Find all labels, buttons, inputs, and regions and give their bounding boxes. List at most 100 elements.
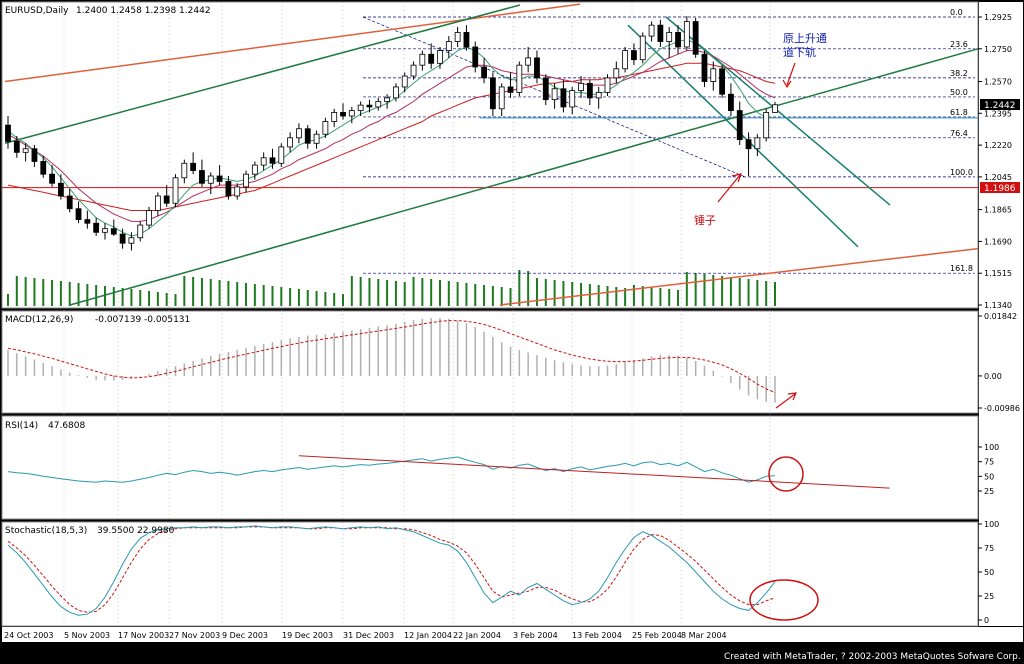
upper-channel-note-line2: 道下轨 — [783, 45, 816, 59]
price-tick: 1.2395 — [984, 109, 1012, 118]
candle-body — [393, 86, 399, 99]
candle-body — [207, 175, 214, 184]
upper-channel-note-line1: 原上升通 — [783, 32, 827, 45]
candle-body — [234, 186, 241, 197]
candle-body — [481, 66, 487, 79]
fib-label: 61.8 — [950, 108, 968, 117]
candlesticks — [5, 16, 778, 251]
price-tick: 1.1865 — [984, 206, 1012, 215]
candle-body — [243, 173, 249, 188]
price-tick: 1.2570 — [984, 78, 1012, 87]
candle-body — [102, 228, 108, 233]
candle-body — [49, 173, 55, 184]
date-tick: 31 Dec 2003 — [343, 631, 394, 640]
candle-body — [445, 41, 452, 52]
candle-body — [507, 86, 514, 93]
candle-body — [313, 133, 320, 144]
candle-body — [437, 50, 443, 64]
candle-body — [296, 128, 302, 139]
rsi-tick: 50 — [984, 472, 994, 481]
stoch-circle — [749, 579, 819, 621]
macd-panel — [1, 310, 979, 414]
fib-label: 38.2 — [950, 69, 968, 78]
moving-averages — [7, 39, 776, 237]
date-tick: 8 Mar 2004 — [681, 631, 727, 640]
stoch-k-line — [7, 525, 776, 616]
candle-body — [586, 82, 593, 99]
candle-body — [622, 50, 629, 70]
candle-body — [728, 93, 734, 111]
ma-slow-line — [7, 62, 776, 211]
candle-body — [498, 86, 505, 110]
candle-body — [57, 182, 64, 197]
candle-body — [657, 24, 664, 42]
stoch-tick: 0 — [984, 616, 989, 625]
candle-body — [569, 90, 576, 108]
upper-orange-line — [4, 3, 581, 83]
fib-label: 161.8 — [950, 264, 973, 273]
candle-body — [542, 77, 549, 101]
rsi-tick: 100 — [984, 443, 999, 452]
candle-body — [763, 111, 770, 139]
candle-body — [613, 68, 620, 79]
upper-note-arrow-head — [782, 79, 792, 89]
down-channel-upper — [665, 16, 891, 206]
candle-body — [384, 97, 390, 102]
date-tick: 12 Jan 2004 — [404, 631, 452, 640]
macd-values: -0.007139 -0.005131 — [95, 315, 190, 325]
channel-lines — [4, 3, 979, 306]
candle-body — [181, 162, 188, 179]
date-tick: 9 Dec 2003 — [222, 631, 268, 640]
lower-orange-line — [499, 247, 979, 306]
candle-body — [340, 111, 346, 117]
rsi-tick: 25 — [984, 487, 994, 496]
down-channel-lower — [627, 24, 859, 248]
candle-body — [322, 121, 329, 135]
candle-body — [525, 57, 532, 66]
stochastic-series — [7, 525, 776, 616]
candle-body — [287, 137, 294, 148]
ma-fast-line — [7, 39, 775, 237]
price-tick: 1.2045 — [984, 173, 1012, 182]
macd-arrow-head — [787, 392, 797, 401]
candle-body — [472, 46, 479, 68]
rsi-series — [7, 455, 890, 489]
date-tick: 19 Dec 2003 — [282, 631, 333, 640]
grid-lines — [1, 2, 771, 626]
price-title: EURUSD,Daily — [5, 6, 69, 16]
macd-series — [7, 318, 776, 403]
macd-title: MACD(12,26,9) — [5, 315, 73, 325]
support-price-tag: 1.1986 — [984, 184, 1016, 194]
candle-body — [5, 124, 11, 142]
date-tick: 22 Jan 2004 — [453, 631, 501, 640]
candle-body — [225, 181, 232, 197]
candle-body — [710, 68, 717, 82]
candle-body — [754, 137, 761, 150]
candle-body — [631, 50, 637, 61]
annotation-shapes — [717, 62, 819, 621]
price-panel — [1, 1, 979, 309]
date-tick: 25 Feb 2004 — [632, 631, 682, 640]
stoch-title: Stochastic(18,5,3) — [5, 526, 87, 536]
support-price-tag-bg — [980, 182, 1020, 193]
macd-signal-line — [7, 320, 776, 393]
candle-body — [13, 141, 20, 153]
candle-body — [701, 53, 708, 82]
upper-note-arrow — [786, 62, 796, 86]
candle-body — [683, 21, 690, 48]
candle-body — [428, 53, 435, 64]
candle-body — [348, 110, 355, 117]
candle-body — [66, 195, 73, 210]
upper-green-channel — [4, 4, 521, 145]
candle-body — [154, 195, 161, 211]
date-tick: 5 Nov 2003 — [64, 631, 110, 640]
current-price-tag: 1.2442 — [984, 101, 1016, 111]
candle-body — [172, 177, 179, 204]
candle-body — [75, 208, 82, 220]
rsi-tick: 75 — [984, 458, 994, 467]
date-tick: 3 Feb 2004 — [513, 631, 558, 640]
candle-body — [269, 157, 276, 164]
footer-credit: Created with MetaTrader, ? 2002-2003 Met… — [724, 652, 1021, 662]
candle-body — [454, 32, 461, 42]
lower-green-channel — [69, 48, 979, 306]
